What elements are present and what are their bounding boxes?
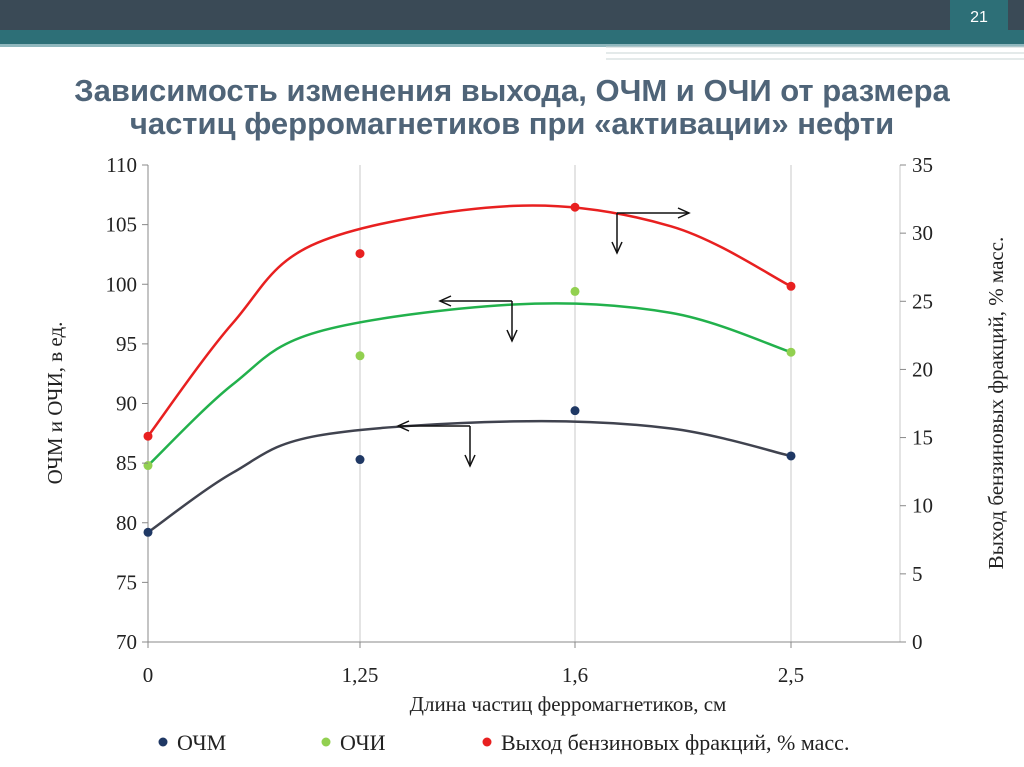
x-tick-label: 1,25: [342, 663, 379, 687]
y-left-tick-label: 85: [116, 451, 137, 475]
legend-marker-series-1: [321, 737, 331, 747]
header-light-stripe: [0, 44, 1024, 47]
y-left-tick-label: 105: [106, 213, 138, 237]
y-right-tick-label: 10: [912, 494, 933, 518]
legend-label-series-2: Выход бензиновых фракций, % масс.: [501, 730, 849, 755]
legend-label-series-0: ОЧМ: [177, 730, 226, 755]
chart-legend: ОЧМ ОЧИ Выход бензиновых фракций, % масс.: [158, 730, 849, 755]
y-left-axis-label: ОЧМ и ОЧИ, в ед.: [43, 322, 67, 485]
data-point-series-1: [570, 286, 580, 296]
data-point-series-1: [143, 461, 153, 471]
data-point-series-2: [143, 431, 153, 441]
data-point-series-1: [355, 351, 365, 361]
annotation-drop-head-0: [611, 241, 623, 255]
y-left-tick-label: 90: [116, 392, 137, 416]
data-point-series-0: [355, 455, 365, 465]
legend-marker-series-0: [158, 737, 168, 747]
y-left-tick-label: 75: [116, 570, 137, 594]
data-point-series-0: [570, 406, 580, 416]
legend-label-series-1: ОЧИ: [340, 730, 386, 755]
data-point-series-0: [786, 451, 796, 461]
y-left-ticks: 70 75 80 85 90 95 100 105 110: [106, 153, 148, 654]
data-point-series-2: [786, 281, 796, 291]
annotation-arrow-head-0: [677, 207, 691, 219]
trend-lines: [146, 204, 792, 534]
slide-title: Зависимость изменения выхода, ОЧМ и ОЧИ …: [0, 74, 1024, 140]
annotation-drop-head-2: [464, 454, 476, 468]
trend-line-series-2: [146, 204, 792, 437]
y-left-tick-label: 110: [106, 153, 137, 177]
legend-marker-series-2: [482, 737, 492, 747]
data-point-series-2: [355, 249, 365, 259]
trend-line-series-1: [147, 302, 792, 467]
y-right-axis-label: Выход бензиновых фракций, % масс.: [984, 237, 1008, 570]
header-teal-band: [0, 30, 1024, 44]
y-right-tick-label: 25: [912, 289, 933, 313]
y-left-tick-label: 95: [116, 332, 137, 356]
y-right-tick-label: 15: [912, 426, 933, 450]
y-right-tick-label: 0: [912, 630, 923, 654]
x-axis-label: Длина частиц ферромагнетиков, см: [410, 692, 727, 716]
x-ticks: 0 1,25 1,6 2,5: [143, 642, 804, 687]
annotation-arrow-head-1: [438, 295, 452, 307]
chart-axes: [147, 165, 900, 643]
annotation-arrow-head-2: [396, 420, 410, 432]
y-left-tick-label: 70: [116, 630, 137, 654]
axis-arrows: [396, 207, 691, 468]
y-left-tick-label: 100: [106, 272, 138, 296]
annotation-drop-head-1: [506, 329, 518, 343]
x-tick-label: 1,6: [562, 663, 588, 687]
y-right-tick-label: 5: [912, 562, 923, 586]
y-right-tick-label: 30: [912, 221, 933, 245]
y-right-ticks: 0 5 10 15 20 25 30 35: [900, 153, 933, 654]
x-tick-label: 0: [143, 663, 154, 687]
data-point-series-0: [143, 527, 153, 537]
data-point-series-2: [570, 202, 580, 212]
y-right-tick-label: 35: [912, 153, 933, 177]
y-right-tick-label: 20: [912, 357, 933, 381]
x-tick-label: 2,5: [778, 663, 804, 687]
slide-number-box: [950, 0, 1008, 38]
chart-grid: [147, 165, 901, 642]
trend-line-series-0: [147, 419, 792, 534]
header-dark-band: [0, 0, 1024, 30]
slide-title-line-2: частиц ферромагнетиков при «активации» н…: [129, 106, 895, 141]
slide-header-banner: [0, 0, 1024, 60]
slide-title-line-1: Зависимость изменения выхода, ОЧМ и ОЧИ …: [74, 73, 950, 108]
y-left-tick-label: 80: [116, 511, 137, 535]
data-points: [143, 202, 796, 537]
data-point-series-1: [786, 347, 796, 357]
slide-number: 21: [970, 9, 988, 26]
